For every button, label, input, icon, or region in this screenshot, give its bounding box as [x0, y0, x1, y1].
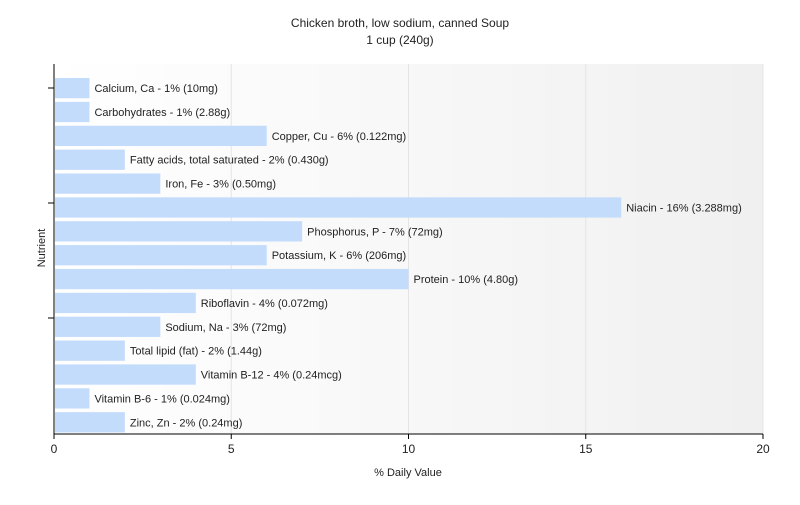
chart-title: Chicken broth, low sodium, canned Soup — [291, 16, 509, 30]
bar — [55, 316, 161, 337]
bar — [55, 78, 90, 99]
x-tick-label: 0 — [51, 442, 58, 456]
bar — [55, 268, 409, 290]
bar-label: Riboflavin - 4% (0.072mg) — [201, 298, 328, 310]
bar-label: Total lipid (fat) - 2% (1.44g) — [130, 346, 262, 358]
bar — [55, 292, 196, 314]
x-tick-label: 10 — [402, 442, 416, 456]
bar-label: Potassium, K - 6% (206mg) — [272, 250, 407, 262]
x-tick-label: 15 — [579, 442, 593, 456]
bar — [55, 412, 125, 433]
bar-label: Calcium, Ca - 1% (10mg) — [94, 83, 217, 95]
bar-label: Protein - 10% (4.80g) — [414, 274, 519, 286]
bar — [55, 340, 125, 361]
bar-label: Fatty acids, total saturated - 2% (0.430… — [130, 155, 329, 167]
x-tick-label: 20 — [756, 442, 770, 456]
bar — [55, 173, 161, 194]
bar-label: Iron, Fe - 3% (0.50mg) — [165, 179, 276, 191]
bar — [55, 221, 303, 242]
chart-subtitle: 1 cup (240g) — [366, 33, 433, 47]
bar — [55, 125, 267, 147]
bar-label: Carbohydrates - 1% (2.88g) — [94, 107, 230, 119]
x-tick-label: 5 — [228, 442, 235, 456]
bar-label: Zinc, Zn - 2% (0.24mg) — [130, 417, 242, 429]
bar-label: Sodium, Na - 3% (72mg) — [165, 322, 286, 334]
bar — [55, 364, 196, 385]
bar-label: Niacin - 16% (3.288mg) — [626, 202, 742, 214]
x-axis-label: % Daily Value — [374, 467, 442, 479]
bar — [55, 101, 90, 123]
bar-label: Phosphorus, P - 7% (72mg) — [307, 226, 443, 238]
gridlines — [230, 64, 764, 434]
bar — [55, 245, 267, 266]
bar-label: Vitamin B-6 - 1% (0.024mg) — [94, 393, 230, 405]
bars: Calcium, Ca - 1% (10mg) Carbohydrates - 1… — [55, 78, 742, 433]
bar-label: Copper, Cu - 6% (0.122mg) — [272, 131, 407, 143]
bar — [55, 388, 90, 409]
bar-label: Vitamin B-12 - 4% (0.24mcg) — [201, 370, 342, 382]
y-axis-label: Nutrient — [36, 229, 48, 268]
x-ticks: 0 5 10 15 20 — [51, 434, 770, 456]
bar — [55, 197, 622, 218]
bar — [55, 149, 125, 170]
